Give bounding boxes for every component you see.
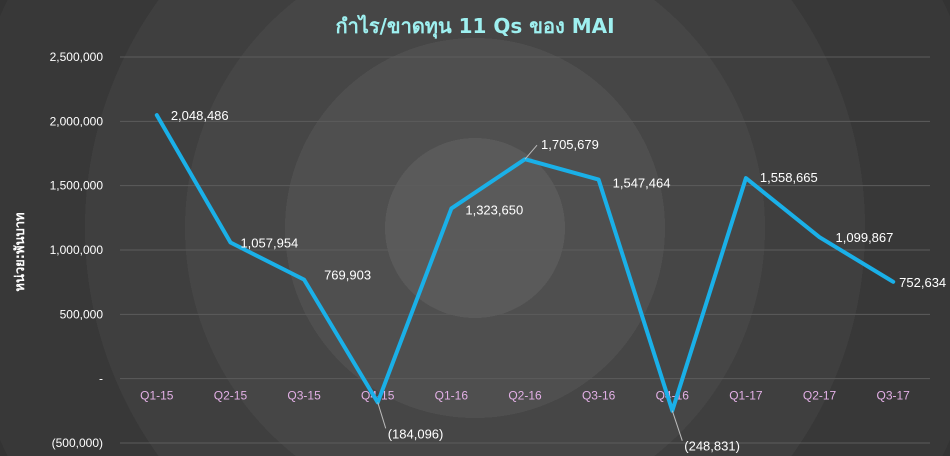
- y-tick-label: 2,500,000: [50, 50, 104, 64]
- x-tick-label: Q3-16: [582, 389, 616, 403]
- data-label: 1,547,464: [613, 176, 671, 191]
- y-tick-label: 1,000,000: [50, 243, 104, 257]
- data-label: 2,048,486: [171, 108, 229, 123]
- gridlines: [120, 56, 930, 444]
- data-label: 1,558,665: [760, 170, 818, 185]
- label-leader-line: [671, 410, 683, 441]
- data-label: 1,057,954: [240, 236, 298, 251]
- y-tick-label: 1,500,000: [50, 179, 104, 193]
- data-label: 752,634: [899, 275, 946, 290]
- y-tick-label: 500,000: [60, 307, 104, 321]
- y-tick-label: (500,000): [52, 436, 103, 450]
- x-tick-label: Q2-15: [214, 389, 248, 403]
- y-tick-label: -: [99, 372, 103, 386]
- x-tick-label: Q2-16: [508, 389, 542, 403]
- series-line: [154, 113, 896, 413]
- y-axis-label: หน่วย:พันบาท: [13, 212, 28, 291]
- data-label: (248,831): [684, 439, 740, 454]
- data-label: (184,096): [388, 426, 444, 441]
- data-label: 1,323,650: [465, 202, 523, 217]
- label-leader-line: [524, 144, 538, 160]
- x-tick-label: Q1-16: [435, 389, 469, 403]
- x-tick-label: Q4-16: [656, 389, 690, 403]
- y-tick-label: 2,000,000: [50, 114, 104, 128]
- x-tick-label: Q2-17: [803, 389, 837, 403]
- data-label: 1,705,679: [541, 137, 599, 152]
- x-tick-label: Q1-17: [729, 389, 763, 403]
- data-label: 1,099,867: [836, 230, 894, 245]
- data-labels: 2,048,486 1,057,954 769,903 (184,096) 1,323,…: [171, 108, 946, 454]
- x-axis-ticks: Q1-15 Q2-15 Q3-15 Q4-15 Q1-16 Q2-16 Q3-16 Q4-16…: [140, 389, 910, 403]
- label-leader-line: [377, 402, 387, 429]
- y-axis-ticks: 2,500,000 2,000,000 1,500,000 1,000,000 500,…: [50, 50, 104, 450]
- x-tick-label: Q1-15: [140, 389, 174, 403]
- x-tick-label: Q3-15: [287, 389, 321, 403]
- chart-title: กำไร/ขาดทุน 11 Qs ของ MAI: [335, 14, 614, 39]
- data-series: [154, 113, 896, 413]
- data-label: 769,903: [324, 268, 371, 283]
- x-tick-label: Q3-17: [877, 389, 911, 403]
